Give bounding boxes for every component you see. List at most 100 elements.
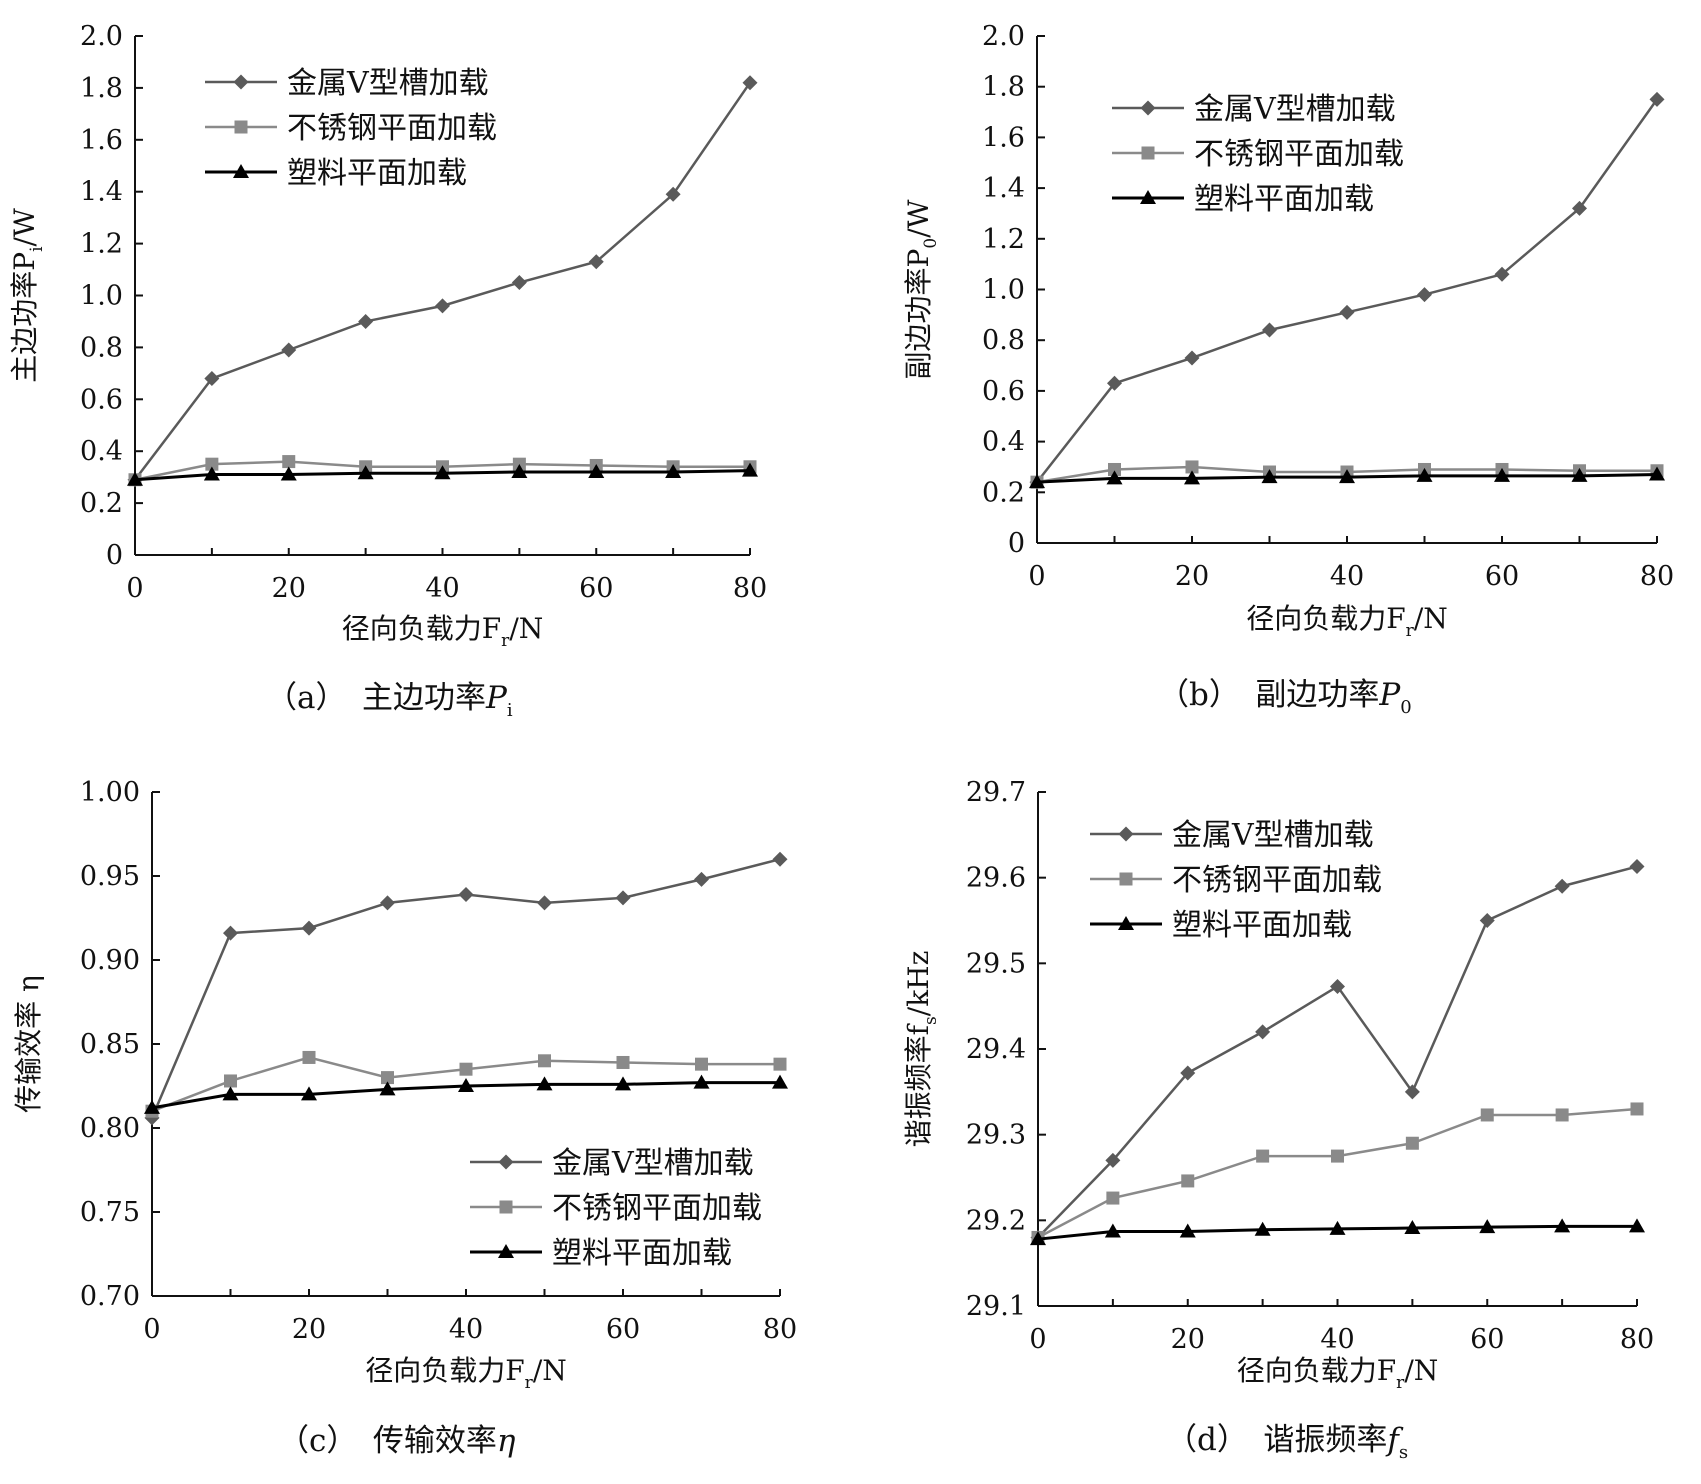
legend-label: 金属V型槽加载 (552, 1146, 754, 1181)
data-point (1180, 1065, 1196, 1081)
x-tick-label: 40 (449, 1314, 483, 1345)
figure-caption: （b） 副边功率P0 (1158, 677, 1412, 718)
x-axis-title: 径向负载力Fr/N (342, 612, 544, 651)
data-point (1029, 474, 1045, 489)
data-point (280, 466, 297, 481)
data-point (1339, 469, 1355, 484)
legend-label: 塑料平面加载 (287, 156, 467, 191)
data-point (1404, 1084, 1420, 1100)
data-point (1572, 200, 1587, 216)
x-tick-label: 60 (1485, 561, 1519, 592)
data-point (1629, 1218, 1645, 1233)
data-point (459, 1062, 473, 1076)
data-point (282, 455, 296, 469)
data-point (1261, 469, 1278, 484)
data-point (588, 463, 605, 478)
x-tick-label: 20 (292, 1314, 326, 1345)
chart-panel-3: 29.1 29.2 29.3 29.4 29.5 29.6 29.7 0 20 40 60 80 金属V… (902, 777, 1654, 1463)
y-tick-label: 0.2 (80, 488, 123, 519)
data-point (1571, 467, 1588, 482)
data-point (693, 1074, 710, 1089)
data-point (380, 895, 395, 911)
data-point (665, 463, 682, 478)
y-tick-label: 1.8 (982, 72, 1025, 103)
data-point (1417, 287, 1432, 303)
chart-panel-2: 0.70 0.75 0.80 0.85 0.90 0.95 1.00 0 20 40 60 80 金属V… (12, 777, 797, 1459)
data-point (536, 1076, 553, 1091)
x-tick-label: 60 (606, 1314, 640, 1345)
data-point (1104, 1223, 1121, 1238)
data-point (1106, 470, 1123, 485)
y-tick-label: 0.80 (80, 1113, 140, 1144)
y-tick-label: 1.4 (982, 173, 1025, 204)
y-tick-label: 2.0 (982, 21, 1025, 52)
data-point (537, 895, 552, 911)
series-2 (1029, 466, 1665, 489)
series-1 (145, 1050, 787, 1118)
figure-caption: （d） 谐振频率fs (1166, 1422, 1408, 1463)
data-point (223, 925, 238, 941)
data-point (1554, 1218, 1571, 1233)
x-tick-label: 20 (1175, 561, 1209, 592)
data-point (694, 871, 709, 887)
legend-marker (1119, 872, 1133, 886)
legend-label: 金属V型槽加载 (287, 66, 489, 101)
chart-panel-0: 0 0.2 0.4 0.6 0.8 1.0 1.2 1.4 1.6 1.8 2.0 0 20 40 60 80… (8, 21, 767, 721)
legend-label: 不锈钢平面加载 (1172, 863, 1382, 898)
x-tick-label: 80 (1640, 561, 1674, 592)
legend-marker (1140, 100, 1156, 116)
data-point (1554, 878, 1570, 894)
y-tick-label: 2.0 (80, 21, 123, 52)
data-point (357, 465, 374, 480)
data-point (1649, 466, 1665, 481)
legend-label: 金属V型槽加载 (1172, 818, 1374, 853)
legend-marker (233, 74, 249, 90)
y-tick-label: 0.75 (80, 1197, 140, 1228)
data-point (616, 1055, 630, 1069)
data-point (1255, 1024, 1271, 1040)
data-point (511, 275, 527, 291)
x-tick-label: 0 (143, 1314, 160, 1345)
y-tick-label: 0.4 (80, 436, 123, 467)
data-point (772, 851, 788, 867)
legend-marker (1140, 190, 1156, 204)
data-point (1480, 1108, 1494, 1122)
x-tick-label: 80 (763, 1314, 797, 1345)
series-2 (144, 1074, 788, 1114)
data-point (1329, 1220, 1346, 1235)
data-point (1108, 462, 1121, 476)
data-point (588, 254, 604, 270)
y-tick-label: 0 (1008, 528, 1025, 559)
x-tick-label: 0 (1029, 1324, 1046, 1355)
data-point (434, 465, 451, 480)
y-tick-label: 29.1 (966, 1291, 1026, 1322)
x-tick-label: 40 (1320, 1324, 1354, 1355)
data-point (1494, 266, 1510, 282)
y-axis-title: 主边功率Pi/W (8, 208, 47, 383)
data-point (1494, 467, 1510, 482)
data-point (1107, 375, 1122, 391)
data-point (1184, 470, 1200, 485)
data-point (1262, 322, 1277, 338)
series-line (1037, 1107, 1638, 1239)
data-point (1254, 1221, 1271, 1236)
y-tick-label: 0.70 (80, 1281, 140, 1312)
data-point (742, 462, 758, 477)
data-point (742, 75, 758, 91)
series-2 (1030, 1218, 1645, 1246)
data-point (301, 920, 317, 936)
y-tick-label: 1.6 (80, 125, 123, 156)
legend-label: 金属V型槽加载 (1194, 92, 1396, 127)
data-point (379, 1081, 396, 1096)
data-point (1179, 1223, 1196, 1238)
x-tick-label: 80 (1620, 1324, 1654, 1355)
data-point (1479, 1219, 1496, 1234)
y-tick-label: 0.8 (982, 325, 1025, 356)
data-point (458, 886, 474, 902)
series-1 (1031, 1102, 1644, 1244)
y-axis-title: 副边功率P0/W (902, 199, 941, 379)
